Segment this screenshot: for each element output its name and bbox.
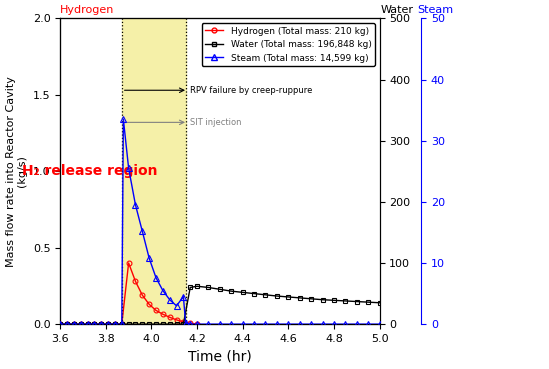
Bar bbox=[122, 18, 186, 324]
Text: RPV failure by creep-ruppure: RPV failure by creep-ruppure bbox=[190, 86, 312, 95]
Text: Water: Water bbox=[380, 5, 413, 15]
Text: SIT injection: SIT injection bbox=[190, 118, 242, 127]
Y-axis label: Mass flow rate into Reactor Cavity
(kg/s): Mass flow rate into Reactor Cavity (kg/s… bbox=[5, 76, 27, 267]
X-axis label: Time (hr): Time (hr) bbox=[188, 349, 252, 363]
Legend: Hydrogen (Total mass: 210 kg), Water (Total mass: 196,848 kg), Steam (Total mass: Hydrogen (Total mass: 210 kg), Water (To… bbox=[201, 23, 375, 66]
Text: H₂ release region: H₂ release region bbox=[22, 164, 158, 178]
Text: Steam: Steam bbox=[417, 5, 453, 15]
Text: Hydrogen: Hydrogen bbox=[60, 5, 115, 15]
